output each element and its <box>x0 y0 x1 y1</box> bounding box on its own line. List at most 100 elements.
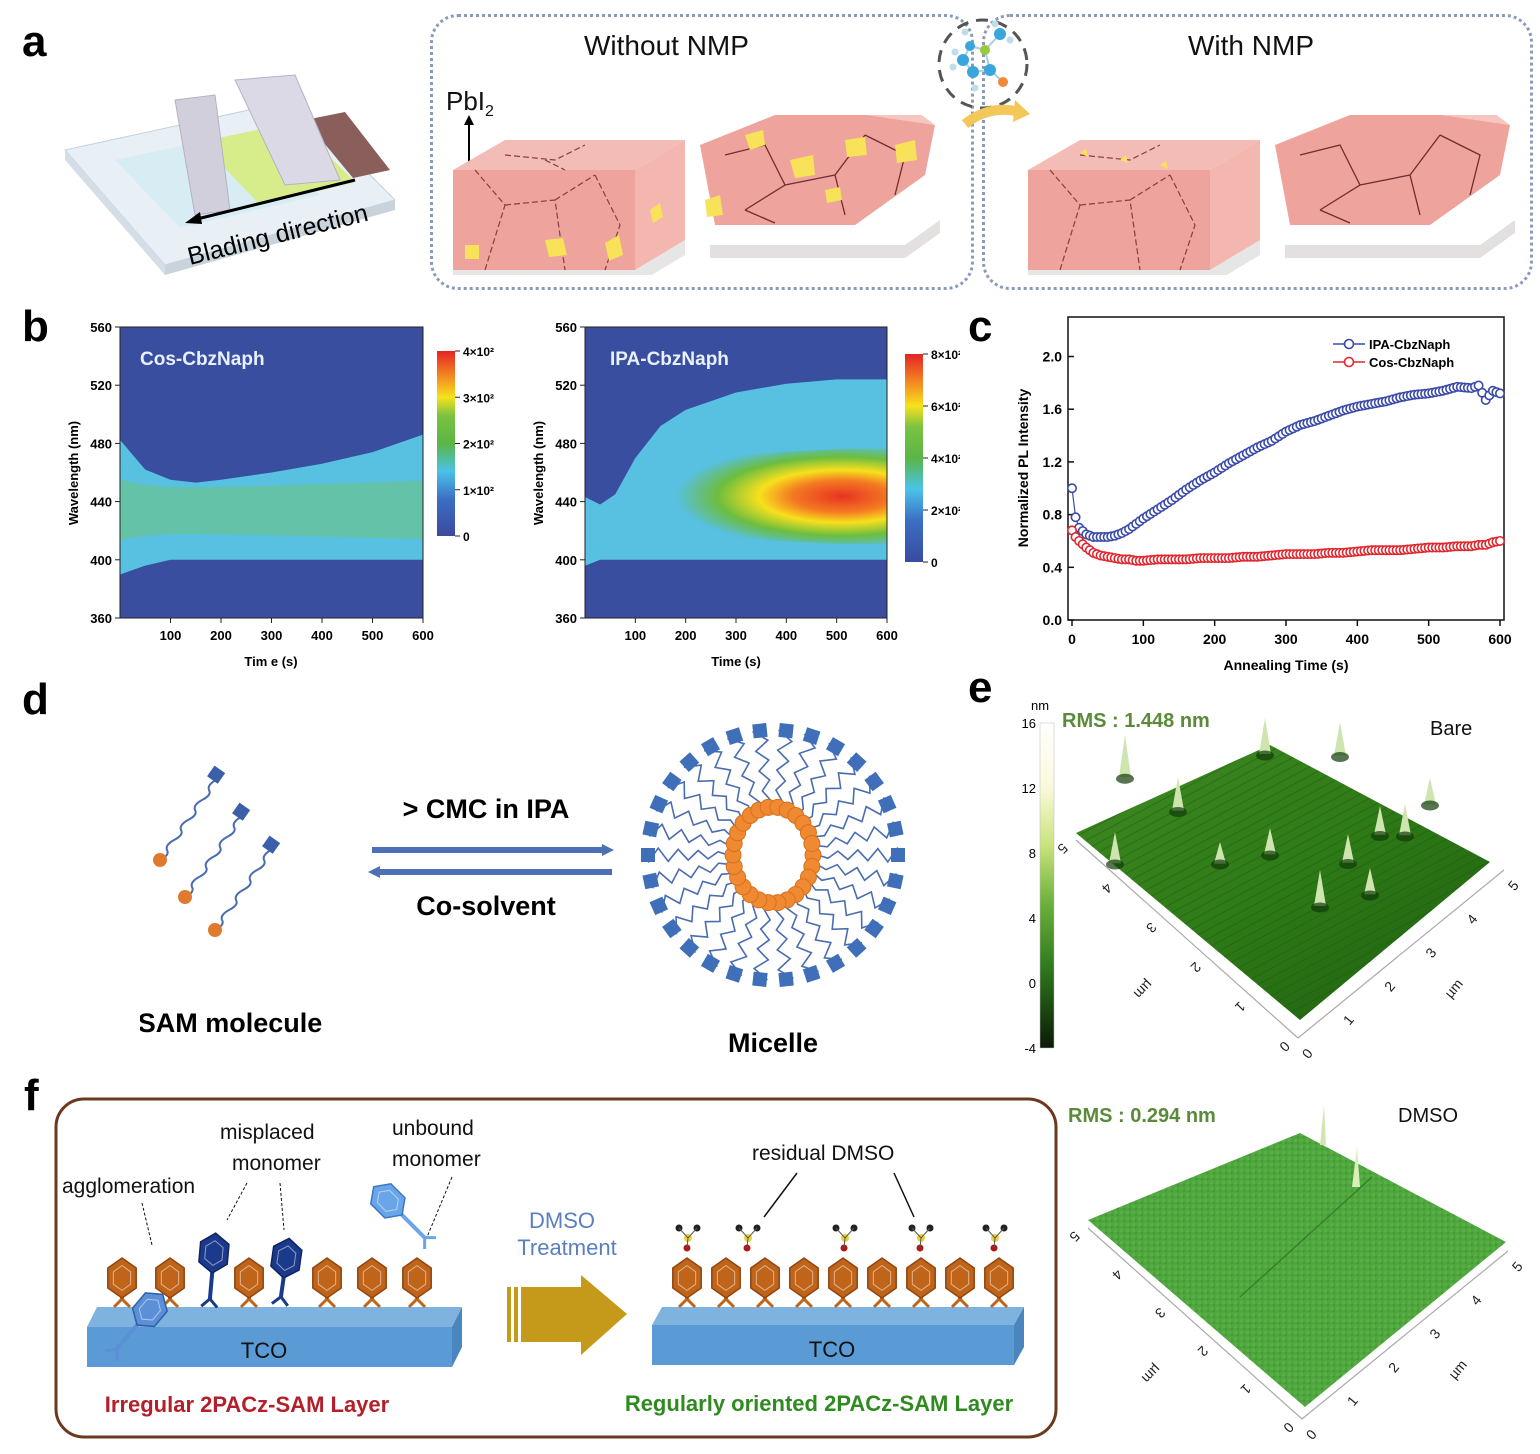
colorbar-tick-label: 0 <box>1029 976 1036 991</box>
atom-carbon <box>967 66 979 78</box>
micelle-tail <box>642 872 660 890</box>
atom-nitrogen <box>980 45 990 55</box>
x-tick-label: 400 <box>775 628 797 643</box>
tco-label-right: TCO <box>809 1337 855 1362</box>
x-tick-label: 500 <box>1417 631 1441 647</box>
bond <box>920 1227 931 1239</box>
axis-tick-label: 3 <box>1152 1305 1169 1322</box>
with-nmp-illustration <box>1028 115 1515 275</box>
data-point <box>1494 388 1505 399</box>
micelle-tail <box>662 771 682 792</box>
pbi2-grain-small <box>1080 149 1088 157</box>
afm-spike <box>1259 718 1271 754</box>
micelle-tail <box>752 971 768 988</box>
benzene-ring <box>357 1257 387 1299</box>
micelle-chain <box>814 797 885 838</box>
benzene-ring <box>789 1257 819 1299</box>
heatmap-cos-cbznaph: Cos-CbzNaph 560 520 480 440 400 360 100 200 300… <box>66 320 494 669</box>
bond <box>911 1227 922 1239</box>
nmp-molecule-icon <box>937 18 1030 129</box>
afm-pit <box>1339 859 1357 869</box>
series-ipa-cbznaph <box>1067 380 1505 543</box>
substrate-3 <box>1028 240 1260 275</box>
anchor-group <box>716 1296 736 1309</box>
sample-name: DMSO <box>1398 1105 1458 1127</box>
axis-tick-label: 3 <box>1422 944 1439 960</box>
pointer-residual-1 <box>763 1172 798 1218</box>
ring-inner <box>276 1245 297 1272</box>
afm-spike <box>1314 870 1326 906</box>
afm-dmso: RMS : 0.294 nm DMSO 0 0 1 1 2 2 3 3 4 4 5 5 µm µm <box>1066 1105 1526 1443</box>
colorbar-tick-label: 8×10² <box>931 348 960 362</box>
afm-spike <box>1172 777 1184 811</box>
benzene-ring <box>945 1257 975 1299</box>
micelle-tail <box>641 848 655 862</box>
bound-monomer <box>402 1257 432 1309</box>
x-tick-label: 400 <box>311 628 333 643</box>
sam-molecule <box>153 765 226 867</box>
y-tick-label: 560 <box>555 320 577 335</box>
afm-pit <box>1361 890 1379 901</box>
unbound-monomer <box>369 1182 436 1249</box>
oriented-monomer <box>867 1257 897 1309</box>
micelle-chain <box>802 757 856 823</box>
micelle-chain <box>727 737 760 813</box>
substrate-1 <box>453 240 685 275</box>
bond <box>746 1237 749 1249</box>
tail-group <box>232 802 251 821</box>
micelle-chain <box>648 823 730 847</box>
axis-tick-label: 0 <box>1276 1038 1293 1055</box>
micelle-chain <box>786 897 819 973</box>
grain-boundaries-1 <box>474 144 621 271</box>
micelle-tail <box>752 722 768 739</box>
bound-monomer <box>234 1257 264 1309</box>
axis-left <box>1075 839 1299 1039</box>
axis-tick-label: 0 <box>1299 1045 1316 1060</box>
atom-carbon <box>994 28 1006 40</box>
unbound-label-1: unbound <box>392 1117 474 1140</box>
anchor-group <box>833 1296 853 1309</box>
axis-tick-label: 1 <box>1344 1393 1361 1409</box>
ink-reservoir <box>305 112 390 178</box>
panel-letter-a: a <box>22 17 47 66</box>
axis-tick-label: 2 <box>1187 959 1204 976</box>
cube-top-2 <box>1028 140 1260 170</box>
cube-front-1 <box>453 170 635 270</box>
panel-letter-f: f <box>24 1071 39 1120</box>
pbi2-grain-small <box>1160 161 1168 169</box>
afm-scratch <box>1239 1176 1373 1298</box>
afm-surface-texture <box>1076 745 1490 1020</box>
residual-dmso-molecule <box>735 1224 761 1252</box>
x-tick-label: 100 <box>624 628 646 643</box>
micelle-chain <box>813 872 891 910</box>
micelle-tail <box>864 771 884 792</box>
micelle-tail <box>649 896 669 916</box>
anchor-group <box>950 1296 970 1309</box>
with-nmp-title: With NMP <box>1188 30 1314 61</box>
ring-inner <box>833 1264 853 1292</box>
afm-spike <box>1374 806 1386 835</box>
residual-dmso-molecule <box>675 1224 701 1252</box>
micelle-chain <box>794 742 838 817</box>
micelle-tail <box>877 794 897 814</box>
y-tick-label: 440 <box>90 495 112 510</box>
micelle-head <box>803 835 821 853</box>
x-tick-label: 300 <box>1274 631 1298 647</box>
sam-molecule-caption: SAM molecule <box>140 1008 322 1038</box>
x-tick-label: 300 <box>725 628 747 643</box>
benzene-ring <box>312 1257 342 1299</box>
pbi2-grain <box>790 155 815 178</box>
y-tick-label: 480 <box>555 436 577 451</box>
data-point <box>1070 512 1081 523</box>
series-cos-cbznaph <box>1067 525 1505 566</box>
colorbar-unit: nm <box>1031 698 1049 713</box>
colorbar-tick-label: 2×10² <box>931 504 960 518</box>
pbi2-text: PbI <box>446 86 486 116</box>
micelle-chain <box>809 775 871 830</box>
oriented-monomer <box>906 1257 936 1309</box>
ring-inner <box>950 1264 970 1292</box>
panel-letter-b: b <box>22 302 49 351</box>
axis-tick-label: 3 <box>1426 1325 1443 1341</box>
micelle-tail <box>825 737 846 757</box>
